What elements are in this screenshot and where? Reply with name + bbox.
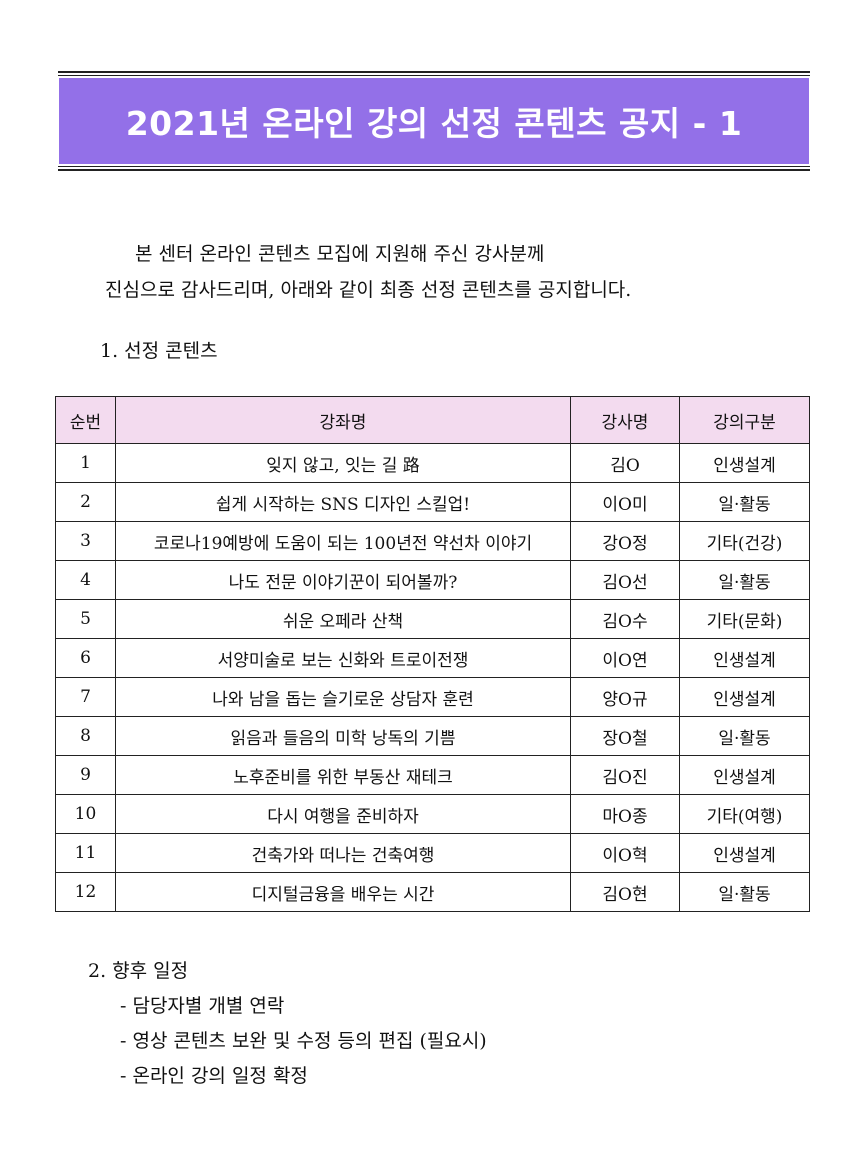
table-row: 6 서양미술로 보는 신화와 트로이전쟁 이O연 인생설계 bbox=[55, 638, 810, 678]
table-row: 10 다시 여행을 준비하자 마O종 기타(여행) bbox=[55, 794, 810, 834]
column-header: 강의구분 bbox=[679, 396, 810, 444]
table-cell: 서양미술로 보는 신화와 트로이전쟁 bbox=[115, 638, 571, 678]
table-cell: 4 bbox=[55, 560, 116, 600]
intro-line: 진심으로 감사드리며, 아래와 같이 최종 선정 콘텐츠를 공지합니다. bbox=[105, 279, 632, 301]
table-row: 5 쉬운 오페라 산책 김O수 기타(문화) bbox=[55, 599, 810, 639]
table-cell: 9 bbox=[55, 755, 116, 795]
table-row: 7 나와 남을 돕는 슬기로운 상담자 훈련 양O규 인생설계 bbox=[55, 677, 810, 717]
table-cell: 인생설계 bbox=[679, 638, 810, 678]
section-heading: 1. 선정 콘텐츠 bbox=[100, 340, 218, 362]
table-cell: 잊지 않고, 잇는 길 路 bbox=[115, 443, 571, 483]
table-cell: 일·활동 bbox=[679, 872, 810, 912]
table-row: 11 건축가와 떠나는 건축여행 이O혁 인생설계 bbox=[55, 833, 810, 873]
table-cell: 쉽게 시작하는 SNS 디자인 스킬업! bbox=[115, 482, 571, 522]
page-title: 2021년 온라인 강의 선정 콘텐츠 공지 - 1 bbox=[125, 104, 743, 143]
table-cell: 이O미 bbox=[570, 482, 680, 522]
table-cell: 김O수 bbox=[570, 599, 680, 639]
table-row: 3 코로나19예방에 도움이 되는 100년전 약선차 이야기 강O정 기타(건강) bbox=[55, 521, 810, 561]
table-cell: 1 bbox=[55, 443, 116, 483]
intro-paragraph: 본 센터 온라인 콘텐츠 모집에 지원해 주신 강사분께 진심으로 감사드리며,… bbox=[105, 236, 631, 308]
table-row: 2 쉽게 시작하는 SNS 디자인 스킬업! 이O미 일·활동 bbox=[55, 482, 810, 522]
table-cell: 김O선 bbox=[570, 560, 680, 600]
table-cell: 인생설계 bbox=[679, 833, 810, 873]
table-cell: 이O연 bbox=[570, 638, 680, 678]
table-cell: 10 bbox=[55, 794, 116, 834]
table-cell: 기타(여행) bbox=[679, 794, 810, 834]
table-cell: 디지털금융을 배우는 시간 bbox=[115, 872, 571, 912]
table-cell: 기타(문화) bbox=[679, 599, 810, 639]
schedule-section: 2. 향후 일정 - 담당자별 개별 연락 - 영상 콘텐츠 보완 및 수정 등… bbox=[88, 954, 487, 1094]
table-cell: 6 bbox=[55, 638, 116, 678]
table-cell: 쉬운 오페라 산책 bbox=[115, 599, 571, 639]
table-cell: 다시 여행을 준비하자 bbox=[115, 794, 571, 834]
column-header: 강좌명 bbox=[115, 396, 571, 444]
table-cell: 7 bbox=[55, 677, 116, 717]
table-cell: 김O진 bbox=[570, 755, 680, 795]
table-cell: 코로나19예방에 도움이 되는 100년전 약선차 이야기 bbox=[115, 521, 571, 561]
table-cell: 2 bbox=[55, 482, 116, 522]
list-item: - 담당자별 개별 연락 bbox=[120, 995, 285, 1017]
table-cell: 노후준비를 위한 부동산 재테크 bbox=[115, 755, 571, 795]
table-cell: 11 bbox=[55, 833, 116, 873]
table-cell: 12 bbox=[55, 872, 116, 912]
list-item: - 온라인 강의 일정 확정 bbox=[120, 1065, 308, 1087]
table-cell: 인생설계 bbox=[679, 755, 810, 795]
section-heading: 2. 향후 일정 bbox=[88, 960, 189, 982]
column-header: 강사명 bbox=[570, 396, 680, 444]
table-cell: 장O철 bbox=[570, 716, 680, 756]
table-cell: 건축가와 떠나는 건축여행 bbox=[115, 833, 571, 873]
table-cell: 인생설계 bbox=[679, 677, 810, 717]
table-cell: 일·활동 bbox=[679, 716, 810, 756]
table-row: 12 디지털금융을 배우는 시간 김O현 일·활동 bbox=[55, 872, 810, 912]
table-cell: 인생설계 bbox=[679, 443, 810, 483]
column-header: 순번 bbox=[55, 396, 116, 444]
table-row: 8 읽음과 들음의 미학 낭독의 기쁨 장O철 일·활동 bbox=[55, 716, 810, 756]
intro-line: 본 센터 온라인 콘텐츠 모집에 지원해 주신 강사분께 bbox=[135, 243, 545, 265]
table-cell: 5 bbox=[55, 599, 116, 639]
table-cell: 마O종 bbox=[570, 794, 680, 834]
table-cell: 읽음과 들음의 미학 낭독의 기쁨 bbox=[115, 716, 571, 756]
table-cell: 기타(건강) bbox=[679, 521, 810, 561]
table-cell: 일·활동 bbox=[679, 560, 810, 600]
title-banner: 2021년 온라인 강의 선정 콘텐츠 공지 - 1 bbox=[58, 71, 810, 171]
table-cell: 일·활동 bbox=[679, 482, 810, 522]
table-cell: 8 bbox=[55, 716, 116, 756]
table-cell: 강O정 bbox=[570, 521, 680, 561]
table-row: 9 노후준비를 위한 부동산 재테크 김O진 인생설계 bbox=[55, 755, 810, 795]
table-cell: 양O규 bbox=[570, 677, 680, 717]
table-cell: 김O현 bbox=[570, 872, 680, 912]
contents-table: 순번 강좌명 강사명 강의구분 1 잊지 않고, 잇는 길 路 김O 인생설계 2 쉽게 시작하… bbox=[55, 396, 810, 912]
table-row: 4 나도 전문 이야기꾼이 되어볼까? 김O선 일·활동 bbox=[55, 560, 810, 600]
table-cell: 3 bbox=[55, 521, 116, 561]
table-cell: 이O혁 bbox=[570, 833, 680, 873]
table-cell: 나도 전문 이야기꾼이 되어볼까? bbox=[115, 560, 571, 600]
table-cell: 나와 남을 돕는 슬기로운 상담자 훈련 bbox=[115, 677, 571, 717]
list-item: - 영상 콘텐츠 보완 및 수정 등의 편집 (필요시) bbox=[120, 1030, 487, 1052]
table-row: 1 잊지 않고, 잇는 길 路 김O 인생설계 bbox=[55, 443, 810, 483]
table-cell: 김O bbox=[570, 443, 680, 483]
